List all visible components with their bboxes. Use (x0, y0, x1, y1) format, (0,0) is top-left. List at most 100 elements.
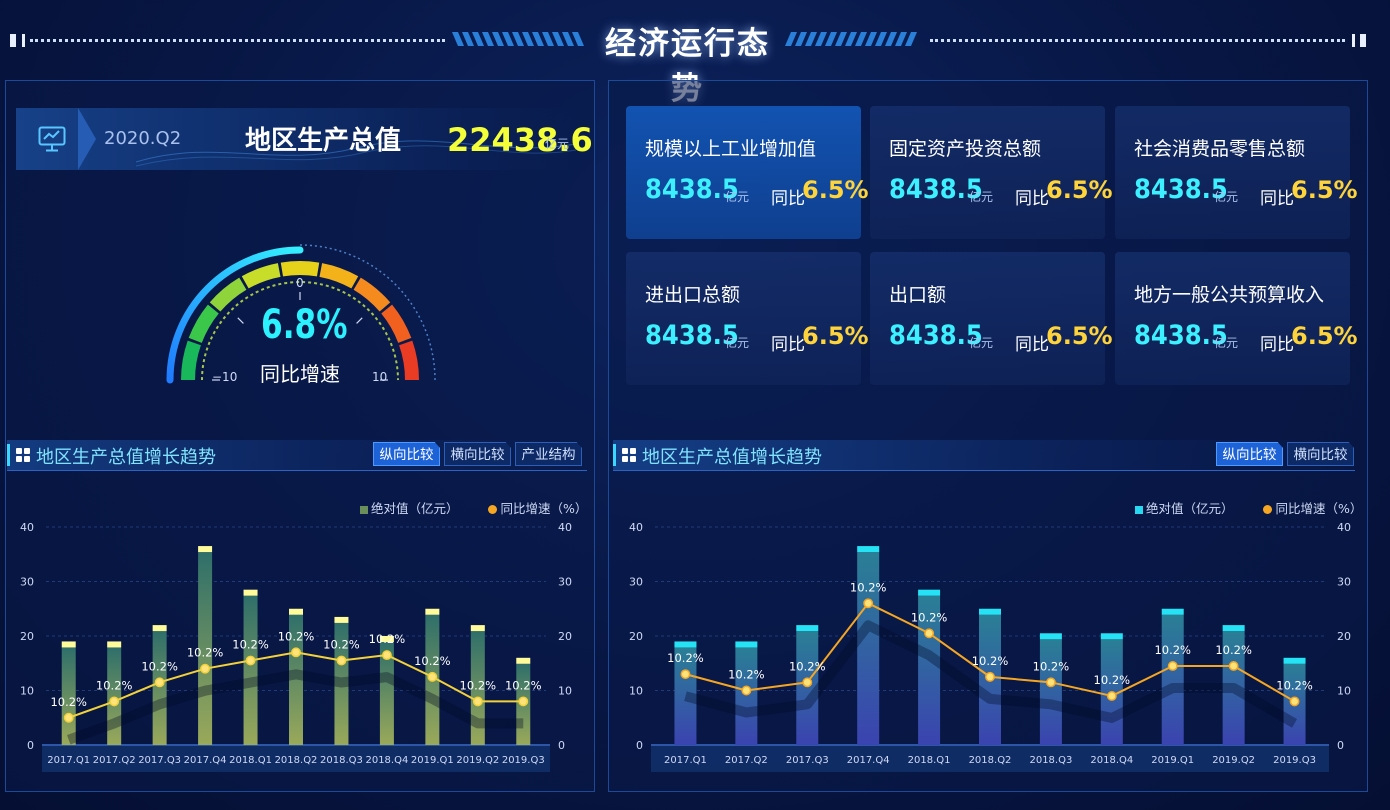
x-tick-label: 2019.Q2 (1212, 755, 1255, 766)
gauge-value: 6.8% (261, 302, 348, 348)
bar (198, 552, 213, 745)
tab-vertical-compare[interactable]: 纵向比较 (373, 442, 440, 466)
gauge-progress-arc (166, 246, 304, 384)
gdp-banner (16, 108, 577, 170)
bar-cap (1039, 633, 1062, 640)
section-accent (7, 444, 10, 466)
gauge-segment (188, 304, 219, 344)
kpi-title: 社会消费品零售总额 (1134, 138, 1306, 160)
bar-cap (735, 641, 758, 648)
data-label: 10.2% (1094, 673, 1131, 687)
kpi-title: 地方一般公共预算收入 (1134, 284, 1325, 306)
y-tick-label: 40 (20, 521, 34, 534)
x-tick-label: 2017.Q4 (184, 755, 227, 766)
bar (857, 552, 880, 745)
line-shadow (684, 620, 1298, 728)
y2-tick-label: 0 (558, 739, 565, 752)
y2-tick-label: 10 (558, 685, 572, 698)
kpi-unit: 亿元 (725, 190, 750, 204)
data-label: 10.2% (1276, 678, 1313, 692)
gdp-banner-bg (16, 108, 577, 170)
x-tick-label: 2018.Q4 (365, 755, 408, 766)
header-endcap-right (1360, 34, 1366, 47)
gauge-segment (319, 263, 359, 289)
bar (289, 614, 303, 745)
gauge-segment (353, 277, 391, 312)
kpi-yoy-label: 同比 (1015, 335, 1049, 355)
data-label: 10.2% (972, 654, 1009, 668)
growth-point (154, 677, 165, 688)
x-tick-label: 2017.Q1 (664, 755, 707, 766)
grid-icon (622, 448, 636, 462)
gauge-segment (181, 340, 201, 381)
tab-horizontal-compare[interactable]: 横向比较 (444, 442, 511, 466)
x-tick-label: 2017.Q2 (725, 755, 768, 766)
gdp-period: 2020.Q2 (104, 128, 182, 149)
tab-vertical-compare[interactable]: 纵向比较 (1216, 442, 1283, 466)
bar-cap (379, 636, 394, 642)
kpi-card[interactable]: 地方一般公共预算收入 8438.5 亿元 同比 6.5% (1115, 252, 1358, 385)
left-section-title: 地区生产总值增长趋势 (36, 447, 216, 468)
header-endcap-left (10, 34, 16, 47)
x-tick-label: 2018.Q1 (229, 755, 272, 766)
y-tick-label: 30 (629, 576, 643, 589)
growth-point (863, 598, 874, 609)
kpi-title: 规模以上工业增加值 (645, 138, 817, 160)
growth-gauge (166, 244, 436, 384)
header-stripes-left (452, 32, 584, 46)
growth-point (1167, 661, 1178, 671)
section-accent (613, 444, 616, 466)
kpi-card[interactable]: 出口额 8438.5 亿元 同比 6.5% (870, 252, 1113, 385)
bar (152, 631, 167, 745)
kpi-title: 进出口总额 (645, 284, 741, 306)
bar-cap (1283, 657, 1306, 664)
y2-tick-label: 0 (1337, 739, 1344, 752)
kpi-card[interactable]: 进出口总额 8438.5 亿元 同比 6.5% (626, 252, 869, 385)
gdp-unit: 亿元 (545, 137, 570, 151)
x-axis-band (42, 746, 550, 772)
growth-point (109, 696, 120, 707)
kpi-value: 8438.5 (645, 320, 739, 351)
gdp-title: 地区生产总值 (245, 126, 402, 156)
growth-point (924, 628, 935, 639)
growth-point (472, 696, 483, 707)
kpi-yoy: 6.5% (1291, 176, 1358, 204)
bar (107, 647, 122, 745)
gauge-tick-mid: 0 (296, 276, 304, 290)
data-label: 10.2% (1033, 659, 1070, 673)
kpi-yoy-label: 同比 (1260, 335, 1294, 355)
tab-industry-structure[interactable]: 产业结构 (515, 442, 582, 466)
bar-cap (425, 608, 440, 615)
growth-point (245, 655, 256, 666)
right-section-header: 地区生产总值增长趋势 纵向比较 横向比较 (613, 440, 1355, 471)
kpi-card[interactable]: 社会消费品零售总额 8438.5 亿元 同比 6.5% (1115, 106, 1358, 239)
y2-tick-label: 10 (1337, 685, 1351, 698)
tab-horizontal-compare[interactable]: 横向比较 (1287, 442, 1354, 466)
kpi-card[interactable]: 规模以上工业增加值 8438.5 亿元 同比 6.5% (626, 106, 869, 239)
header-dotted-line-right (930, 39, 1345, 42)
legend-line-label: 同比增速（%） (500, 501, 588, 516)
bar (796, 631, 819, 745)
gauge-segment (209, 277, 247, 312)
growth-point (985, 671, 995, 682)
data-label: 10.2% (667, 651, 704, 665)
bar (735, 647, 758, 745)
y2-tick-label: 40 (1337, 521, 1351, 534)
bar (674, 647, 697, 745)
kpi-yoy: 6.5% (1291, 322, 1358, 350)
gauge-segment (399, 340, 419, 381)
bar (243, 595, 258, 745)
kpi-card[interactable]: 固定资产投资总额 8438.5 亿元 同比 6.5% (870, 106, 1113, 239)
legend-swatch-line (488, 505, 498, 514)
x-tick-label: 2019.Q3 (502, 755, 545, 766)
bar-cap (334, 616, 349, 623)
y2-tick-label: 40 (558, 521, 572, 534)
x-tick-label: 2019.Q1 (411, 755, 454, 766)
header-stripes-right (785, 32, 917, 46)
growth-point (1228, 661, 1239, 671)
right-chart-legend: 绝对值（亿元） 同比增速（%） (1135, 498, 1362, 517)
grid-icon (16, 448, 30, 462)
growth-point (200, 663, 211, 674)
kpi-yoy: 6.5% (1046, 322, 1113, 350)
growth-point (680, 669, 691, 680)
